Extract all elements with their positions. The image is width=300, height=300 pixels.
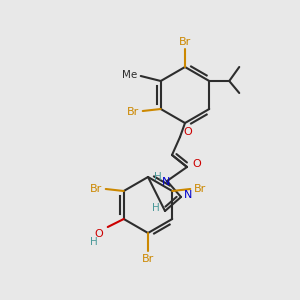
Text: H: H <box>152 203 160 213</box>
Text: N: N <box>184 190 192 200</box>
Text: Br: Br <box>194 184 206 194</box>
Text: Br: Br <box>142 254 154 264</box>
Text: N: N <box>162 177 170 187</box>
Text: Br: Br <box>127 107 139 117</box>
Text: Me: Me <box>122 70 137 80</box>
Text: Br: Br <box>179 37 191 47</box>
Text: H: H <box>154 172 162 182</box>
Text: O: O <box>94 229 103 239</box>
Text: H: H <box>90 237 98 247</box>
Text: O: O <box>184 127 192 137</box>
Text: O: O <box>193 159 201 169</box>
Text: Br: Br <box>90 184 102 194</box>
